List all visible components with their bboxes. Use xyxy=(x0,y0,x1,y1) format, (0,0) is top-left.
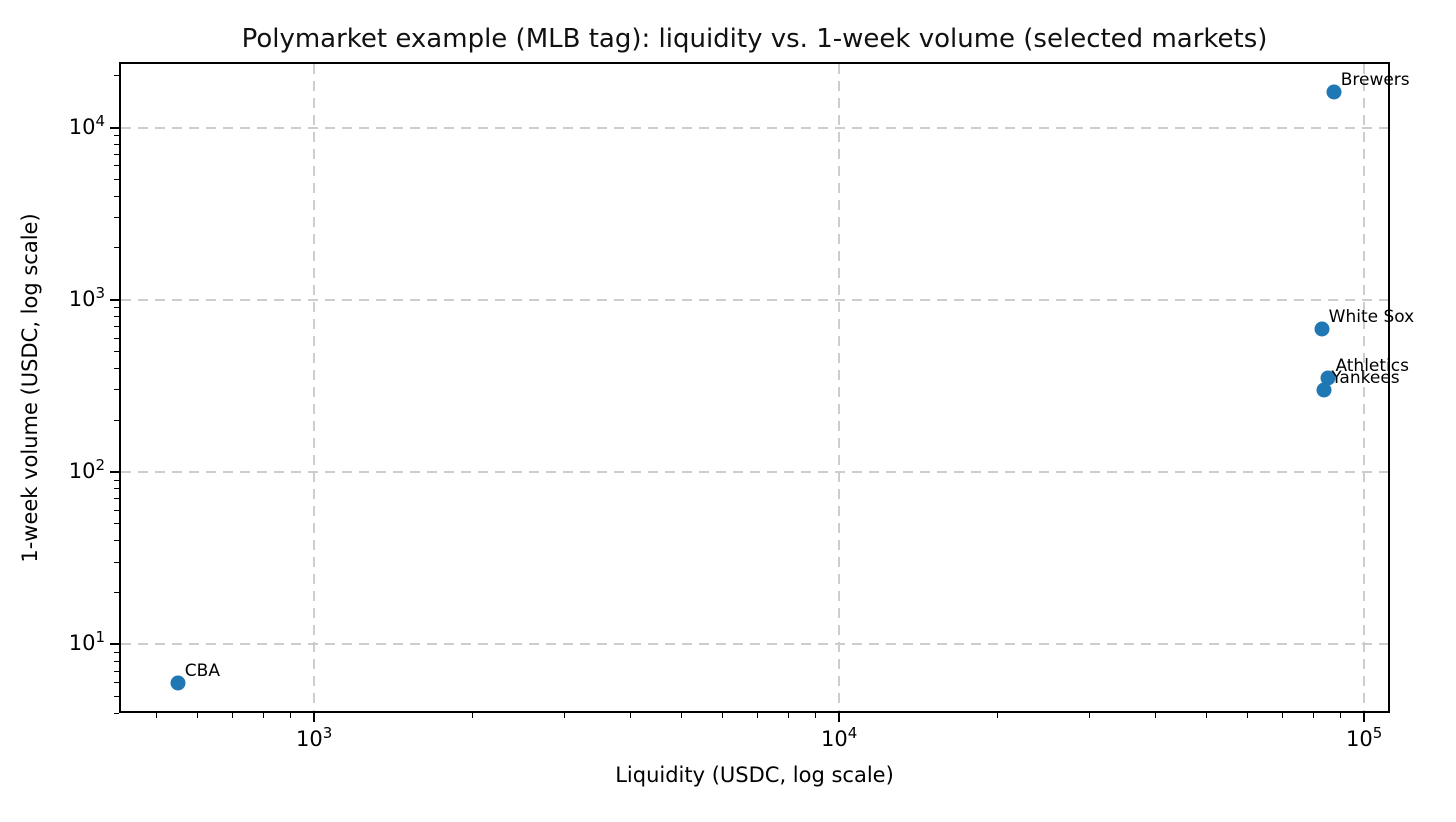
x-minor-tick xyxy=(1247,713,1249,718)
y-axis-label: 1-week volume (USDC, log scale) xyxy=(18,213,42,563)
y-tick-label: 104 xyxy=(68,111,105,139)
x-axis-label: Liquidity (USDC, log scale) xyxy=(615,763,894,787)
x-minor-tick xyxy=(471,713,473,718)
y-major-tick xyxy=(110,643,119,646)
x-tick-label: 104 xyxy=(820,724,858,752)
x-minor-tick xyxy=(1339,713,1341,718)
x-major-tick xyxy=(838,713,841,722)
y-tick-label: 101 xyxy=(68,628,105,656)
x-minor-tick xyxy=(1282,713,1284,718)
y-tick-label: 102 xyxy=(68,456,105,484)
x-minor-tick xyxy=(629,713,631,718)
x-minor-tick xyxy=(787,713,789,718)
x-minor-tick xyxy=(680,713,682,718)
x-major-tick xyxy=(313,713,316,722)
x-minor-tick xyxy=(232,713,234,718)
x-minor-tick xyxy=(722,713,724,718)
x-major-tick xyxy=(1363,713,1366,722)
y-tick-label: 103 xyxy=(68,283,105,311)
x-minor-tick xyxy=(1205,713,1207,718)
x-tick-label: 103 xyxy=(295,724,333,752)
x-minor-tick xyxy=(1312,713,1314,718)
x-tick-label: 105 xyxy=(1346,724,1383,752)
x-minor-tick xyxy=(262,713,264,718)
x-minor-tick xyxy=(1089,713,1091,718)
chart-title: Polymarket example (MLB tag): liquidity … xyxy=(241,24,1268,54)
plot-area xyxy=(119,62,1390,713)
y-major-tick xyxy=(110,126,119,129)
x-minor-tick xyxy=(564,713,566,718)
x-minor-tick xyxy=(757,713,759,718)
x-minor-tick xyxy=(289,713,291,718)
y-major-tick xyxy=(110,471,119,474)
x-minor-tick xyxy=(996,713,998,718)
x-minor-tick xyxy=(155,713,157,718)
x-minor-tick xyxy=(197,713,199,718)
x-minor-tick xyxy=(1154,713,1156,718)
y-major-tick xyxy=(110,298,119,301)
x-minor-tick xyxy=(814,713,816,718)
